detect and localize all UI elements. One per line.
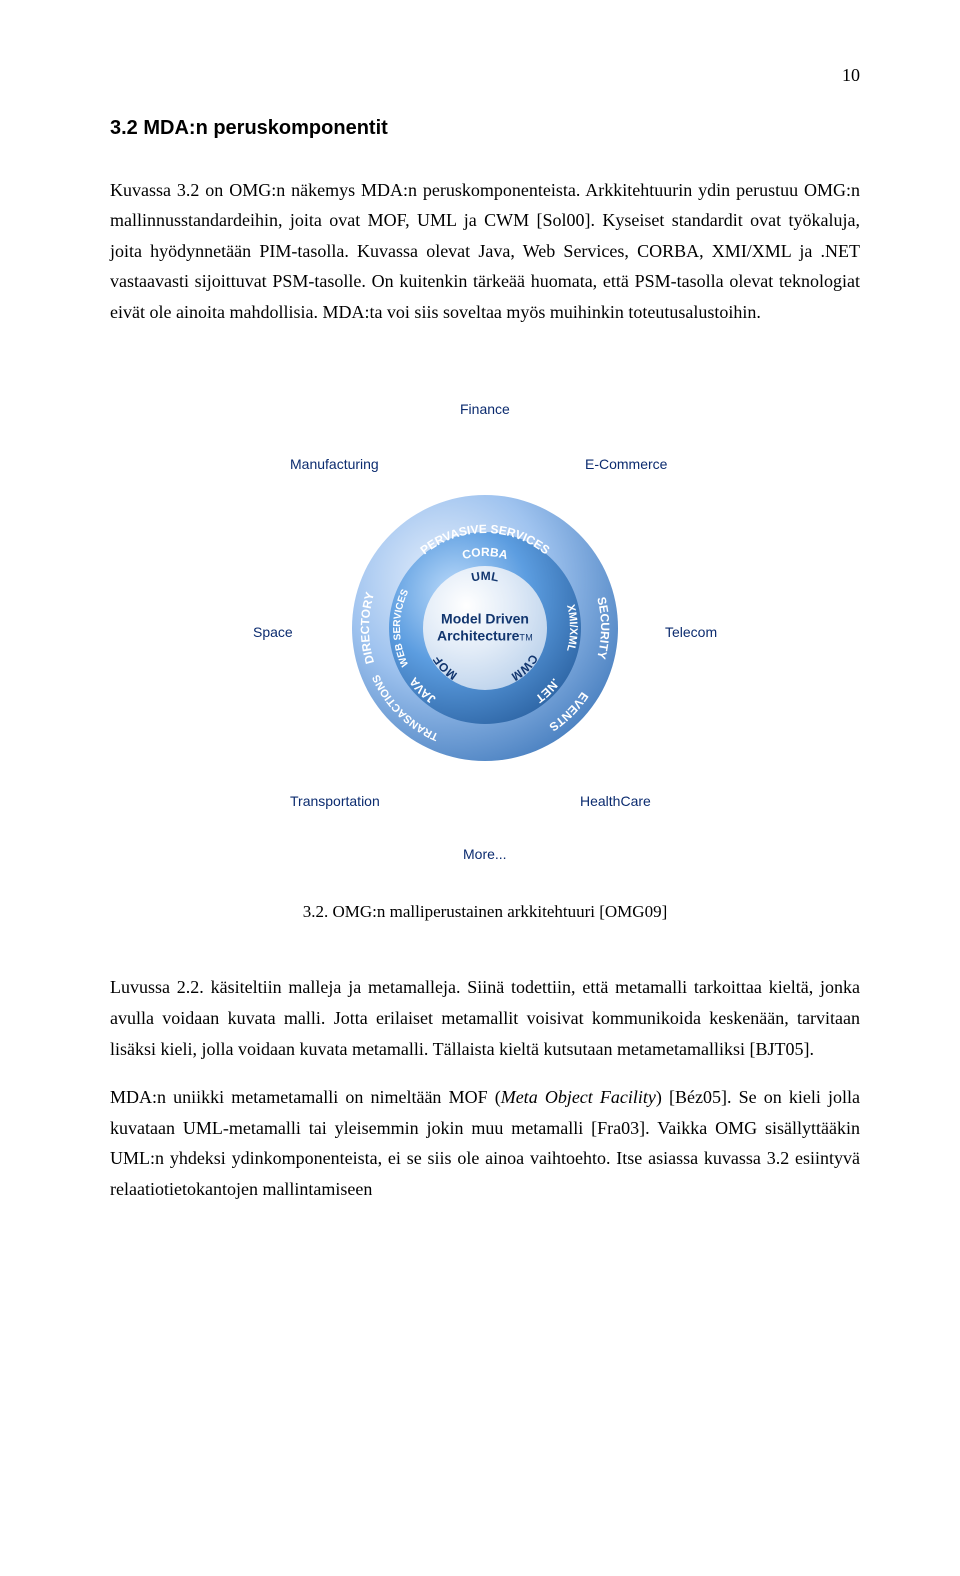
mda-diagram: Finance E-Commerce Telecom HealthCare Mo… [235, 378, 735, 878]
page: 10 3.2 MDA:n peruskomponentit Kuvassa 3.… [0, 0, 960, 1259]
core-tm: TM [519, 633, 533, 643]
core-line1: Model Driven [441, 610, 529, 626]
label-healthcare: HealthCare [580, 790, 651, 814]
p3-a: MDA:n uniikki metametamalli on nimeltään… [110, 1087, 501, 1107]
section-heading: 3.2 MDA:n peruskomponentit [110, 111, 860, 145]
label-space: Space [253, 621, 293, 645]
label-finance: Finance [460, 398, 510, 422]
paragraph-1: Kuvassa 3.2 on OMG:n näkemys MDA:n perus… [110, 175, 860, 328]
core-text: Model Driven ArchitectureTM [430, 610, 540, 645]
page-number: 10 [110, 60, 860, 91]
paragraph-2: Luvussa 2.2. käsiteltiin malleja ja meta… [110, 972, 860, 1064]
core-line2: Architecture [437, 628, 519, 644]
label-ecommerce: E-Commerce [585, 453, 667, 477]
diagram-container: Finance E-Commerce Telecom HealthCare Mo… [110, 378, 860, 878]
label-transportation: Transportation [290, 790, 380, 814]
paragraph-3: MDA:n uniikki metametamalli on nimeltään… [110, 1082, 860, 1204]
label-telecom: Telecom [665, 621, 717, 645]
label-manufacturing: Manufacturing [290, 453, 379, 477]
figure-caption: 3.2. OMG:n malliperustainen arkkitehtuur… [110, 898, 860, 927]
label-more: More... [463, 843, 507, 867]
p3-b: Meta Object Facility [501, 1087, 656, 1107]
